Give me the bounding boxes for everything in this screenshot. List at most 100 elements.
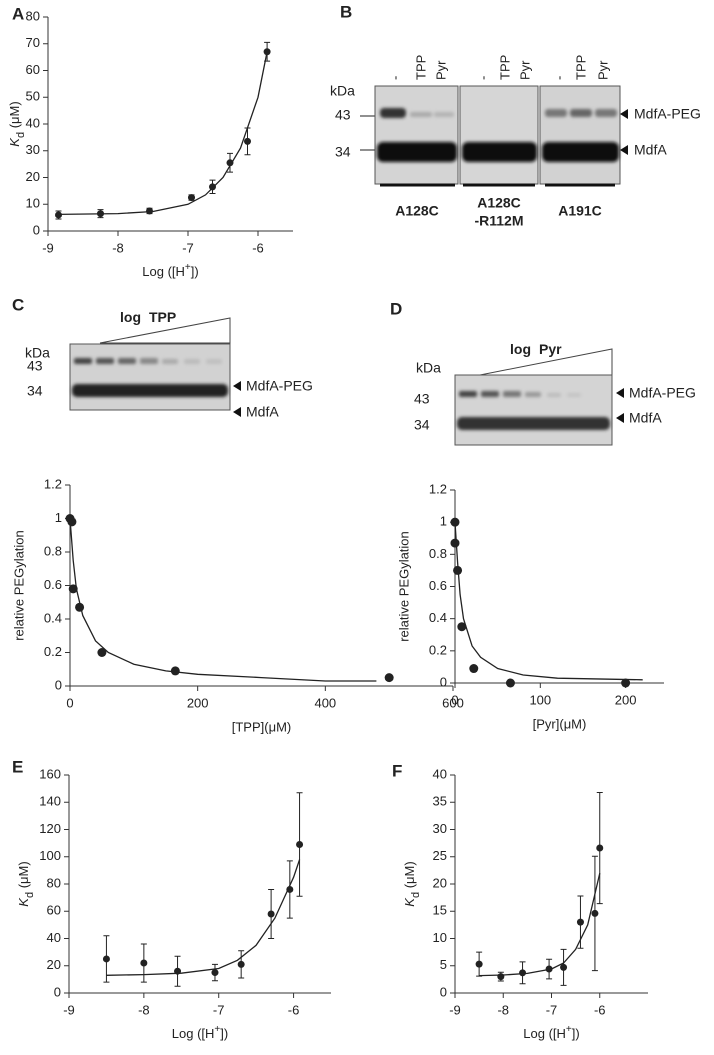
- arrow-label: MdfA: [634, 142, 667, 158]
- y-tick-label: 20: [433, 875, 447, 890]
- point: [457, 622, 467, 632]
- chart: 0 0.2 0.4 0.6 0.8 1 1.2 0 100 200 [Pyr](μM) relativ…: [396, 481, 664, 731]
- y-tick-label: 20: [47, 957, 61, 972]
- y-tick-label: 0.4: [44, 610, 62, 625]
- x-axis-label: Log ([H+]): [142, 262, 198, 280]
- gel: [69, 343, 231, 411]
- x-axis-label: [Pyr](μM): [533, 716, 587, 731]
- label-sup: +: [214, 1024, 220, 1035]
- chart: 0 0.2 0.4 0.6 0.8 1 1.2 0 200 400 600 [TPP](μM) rela…: [11, 476, 463, 734]
- y-tick-label: 30: [26, 142, 40, 157]
- point: [591, 909, 599, 917]
- group-label: A128C: [477, 195, 521, 211]
- y-tick-label: 40: [26, 115, 40, 130]
- arrow-head: [616, 388, 624, 398]
- point: [244, 137, 251, 145]
- lane-labels: - TPP Pyr - TPP Pyr - TPP Pyr: [387, 55, 610, 80]
- point: [140, 959, 148, 967]
- y-tick-label: 0.2: [44, 644, 62, 659]
- y-axis-label: relative PEGylation: [11, 530, 26, 641]
- x-tick-label: 600: [442, 695, 464, 710]
- y-tick-label: 60: [26, 62, 40, 77]
- y-tick-label: 0: [55, 677, 62, 692]
- lane-label: Pyr: [517, 60, 532, 80]
- gel: [539, 85, 621, 185]
- group-label: A191C: [558, 203, 602, 219]
- y-tick-label: 1.2: [429, 481, 447, 496]
- point: [296, 840, 304, 848]
- blot-c: C log TPP kDa 43 34 MdfA-PEG MdfA: [12, 295, 313, 419]
- x-tick-label: 100: [529, 692, 551, 707]
- label-part: (μM): [7, 101, 22, 132]
- point: [267, 910, 275, 918]
- gradient-word: log: [510, 341, 531, 357]
- label-part: ]): [220, 1026, 228, 1041]
- point: [211, 969, 219, 977]
- label-main: K: [402, 897, 417, 907]
- fit-line: [69, 518, 377, 682]
- point: [545, 965, 553, 973]
- lane-label: Pyr: [595, 60, 610, 80]
- label-sub: d: [24, 892, 36, 898]
- arrow-label: MdfA-PEG: [246, 378, 313, 394]
- lane-label: -: [387, 76, 402, 80]
- marker-label: 43: [27, 358, 43, 374]
- kda-label: kDa: [330, 83, 355, 99]
- x-tick-label: 0: [451, 692, 458, 707]
- y-axis-label: Kd (μM): [7, 101, 26, 146]
- point: [450, 538, 460, 548]
- x-tick-label: -9: [449, 1002, 461, 1017]
- y-tick-label: 1: [55, 510, 62, 525]
- y-tick-label: 0: [33, 222, 40, 237]
- y-tick-label: 70: [26, 35, 40, 50]
- lane-label: -: [475, 76, 490, 80]
- lane-label: Pyr: [433, 60, 448, 80]
- x-tick-label: -7: [546, 1002, 558, 1017]
- point: [519, 969, 527, 977]
- y-tick-label: 40: [433, 766, 447, 781]
- fit-line: [58, 51, 268, 216]
- x-tick-label: 200: [187, 695, 209, 710]
- point: [576, 918, 584, 926]
- x-tick-label: -8: [497, 1002, 509, 1017]
- label-sub: d: [15, 132, 27, 138]
- arrow-head: [620, 145, 628, 155]
- point: [384, 673, 394, 683]
- x-tick-label: 0: [66, 695, 73, 710]
- bands: [72, 358, 228, 397]
- y-tick-label: 0.6: [44, 577, 62, 592]
- point: [174, 967, 182, 975]
- gel: [459, 85, 539, 185]
- lane-label: TPP: [413, 55, 428, 80]
- x-tick-label: -8: [138, 1002, 150, 1017]
- y-tick-label: 0.8: [429, 546, 447, 561]
- blot-d: D log Pyr kDa 43 34 MdfA-PEG MdfA: [390, 299, 696, 446]
- y-tick-label: 120: [39, 821, 61, 836]
- x-tick-label: -7: [213, 1002, 225, 1017]
- arrow-label: MdfA-PEG: [634, 106, 701, 122]
- point: [450, 517, 460, 527]
- y-tick-label: 140: [39, 794, 61, 809]
- point: [560, 963, 568, 971]
- y-tick-label: 1.2: [44, 476, 62, 491]
- marker-label: 34: [335, 144, 351, 160]
- point: [453, 565, 463, 575]
- x-axis-label: [TPP](μM): [232, 719, 291, 734]
- y-tick-label: 50: [26, 89, 40, 104]
- arrow-head: [616, 413, 624, 423]
- arrow-head: [233, 407, 241, 417]
- x-tick-label: 400: [314, 695, 336, 710]
- label-part: (μM): [16, 861, 31, 892]
- x-tick-label: -9: [42, 240, 54, 255]
- point: [97, 210, 104, 218]
- y-axis-label: Kd (μM): [16, 861, 35, 906]
- y-tick-label: 15: [433, 903, 447, 918]
- point: [146, 207, 153, 215]
- chart: F 0 5 10 15 20 25 30 35 40 -9 -8 -7 -6 Log ([H+]) Kd (μ…: [392, 761, 648, 1041]
- label-sup: +: [185, 262, 191, 273]
- fit-line: [479, 872, 601, 977]
- y-axis-label: Kd (μM): [402, 861, 421, 906]
- y-tick-label: 20: [26, 169, 40, 184]
- point: [68, 584, 78, 594]
